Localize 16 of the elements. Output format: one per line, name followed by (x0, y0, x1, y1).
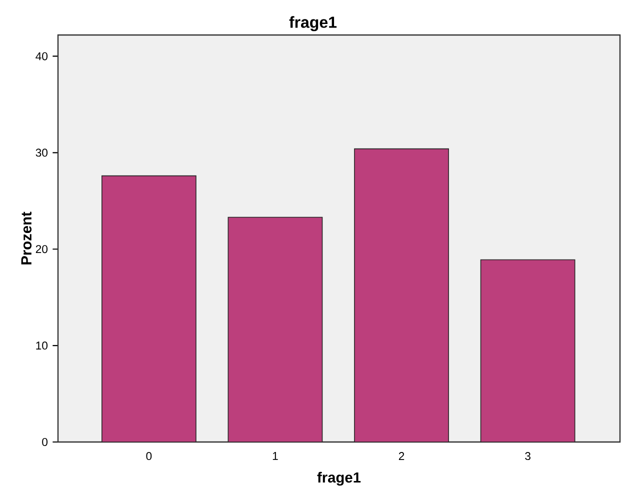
x-tick-label: 0 (146, 452, 152, 460)
bar (354, 148, 449, 442)
x-tick-label: 3 (525, 452, 530, 460)
y-tick-label: 20 (36, 245, 48, 254)
y-tick-label: 10 (36, 342, 48, 350)
chart-title: frage1 (289, 16, 337, 32)
bar (480, 259, 576, 442)
bar (102, 176, 196, 442)
bar (228, 216, 323, 442)
y-tick-label: 0 (42, 438, 48, 446)
y-tick-label: 40 (36, 52, 48, 60)
x-tick-label: 1 (272, 452, 278, 460)
y-axis-title: Prozent (21, 212, 32, 264)
x-tick-label: 2 (398, 452, 404, 460)
x-axis-title: frage1 (317, 472, 361, 486)
y-tick-label: 30 (36, 148, 48, 157)
